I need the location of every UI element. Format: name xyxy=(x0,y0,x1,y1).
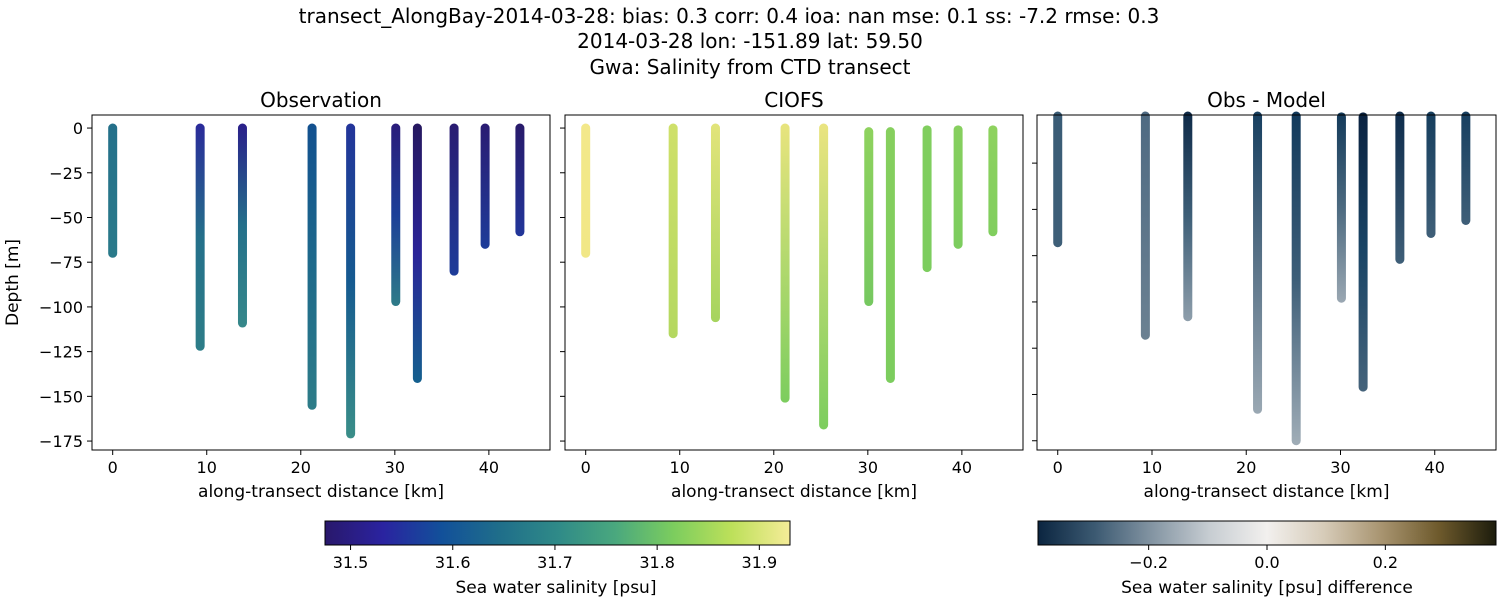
y-axis-label: Depth [m] xyxy=(3,239,23,326)
x-tick-label: 0 xyxy=(581,458,591,477)
panel-3: 0 10 20 30 40 along-transect distance [km] Obs… xyxy=(1032,88,1497,502)
x-tick-label: 30 xyxy=(385,458,405,477)
x-tick-label: 30 xyxy=(858,458,878,477)
profile-3 xyxy=(1253,111,1263,414)
x-tick-label: 40 xyxy=(1425,458,1445,477)
profile-6 xyxy=(1358,112,1368,392)
colorbar-label: Sea water salinity [psu] xyxy=(456,578,657,598)
panel-title: CIOFS xyxy=(764,88,823,112)
profile-2 xyxy=(1183,111,1193,322)
profile-3 xyxy=(780,123,790,403)
y-tick-label: −25 xyxy=(49,164,83,183)
profile-5 xyxy=(391,123,401,307)
profile-1 xyxy=(195,123,205,351)
colorbar-tick-label: 31.6 xyxy=(435,553,471,572)
y-tick-label: −50 xyxy=(49,208,83,227)
profile-0 xyxy=(581,123,591,258)
profile-9 xyxy=(1461,111,1471,225)
profile-6 xyxy=(885,127,895,383)
colorbar-tick-label: 31.9 xyxy=(742,553,778,572)
profile-7 xyxy=(1395,111,1405,264)
colorbar-tick-label: 0.0 xyxy=(1254,553,1279,572)
profile-8 xyxy=(953,125,963,249)
colorbar-tick-label: 31.7 xyxy=(537,553,573,572)
y-tick-label: −150 xyxy=(39,387,83,406)
panel-title: Obs - Model xyxy=(1207,88,1326,112)
profile-1 xyxy=(668,123,678,339)
title-line-1: transect_AlongBay-2014-03-28: bias: 0.3 … xyxy=(299,4,1160,28)
profile-2 xyxy=(710,123,720,323)
y-tick-label: −100 xyxy=(39,298,83,317)
y-tick-label: −175 xyxy=(39,432,83,451)
profile-6 xyxy=(412,123,422,383)
profile-4 xyxy=(1291,111,1301,446)
colorbar-2: −0.2 0.0 0.2 Sea water salinity [psu] diffe… xyxy=(1037,520,1497,598)
colorbar-label: Sea water salinity [psu] difference xyxy=(1121,578,1413,598)
colorbar-gradient xyxy=(1037,520,1497,546)
plot-area xyxy=(92,115,550,450)
x-tick-label: 20 xyxy=(764,458,784,477)
title-line-2: 2014-03-28 lon: -151.89 lat: 59.50 xyxy=(577,29,923,53)
axes-frame xyxy=(91,114,551,451)
x-tick-label: 30 xyxy=(1330,458,1350,477)
y-tick-label: −75 xyxy=(49,253,83,272)
profile-3 xyxy=(307,123,317,410)
profile-2 xyxy=(237,123,247,328)
plot-area xyxy=(565,115,1023,450)
colorbar-tick-label: 31.5 xyxy=(333,553,369,572)
profile-4 xyxy=(819,123,829,430)
profile-8 xyxy=(480,123,490,249)
x-tick-label: 10 xyxy=(1142,458,1162,477)
profile-0 xyxy=(108,123,118,258)
colorbar-tick-label: 31.8 xyxy=(639,553,675,572)
profile-7 xyxy=(922,125,932,273)
plot-area xyxy=(1037,115,1496,450)
profile-5 xyxy=(864,127,874,307)
x-tick-label: 10 xyxy=(670,458,690,477)
x-tick-label: 10 xyxy=(197,458,217,477)
profile-9 xyxy=(515,123,525,237)
colorbar-tick-label: −0.2 xyxy=(1129,553,1168,572)
profile-1 xyxy=(1140,111,1150,340)
x-tick-label: 20 xyxy=(291,458,311,477)
x-axis-label: along-transect distance [km] xyxy=(671,482,917,502)
profile-5 xyxy=(1336,112,1346,303)
x-tick-label: 40 xyxy=(479,458,499,477)
x-tick-label: 0 xyxy=(1053,458,1063,477)
axes-frame xyxy=(564,114,1024,451)
profile-8 xyxy=(1426,111,1436,238)
panel-title: Observation xyxy=(260,88,382,112)
x-tick-label: 0 xyxy=(108,458,118,477)
title-line-3: Gwa: Salinity from CTD transect xyxy=(590,55,911,79)
x-tick-label: 20 xyxy=(1236,458,1256,477)
colorbar-tick-label: 0.2 xyxy=(1373,553,1398,572)
y-tick-label: −125 xyxy=(39,343,83,362)
profile-0 xyxy=(1053,111,1063,248)
panel-2: 0 10 20 30 40 along-transect distance [km] CIO… xyxy=(560,88,1024,502)
profile-4 xyxy=(346,123,356,439)
colorbar-gradient xyxy=(324,520,791,546)
x-tick-label: 40 xyxy=(952,458,972,477)
panel-1: 0 10 20 30 40 along-transect distance [km] Obs… xyxy=(3,88,551,502)
profile-7 xyxy=(449,123,459,276)
axes-frame xyxy=(1036,114,1497,451)
profile-9 xyxy=(988,125,998,237)
x-axis-label: along-transect distance [km] xyxy=(1144,482,1390,502)
colorbar-1: 31.5 31.6 31.7 31.8 31.9 Sea water salinity [… xyxy=(324,520,791,598)
y-tick-label: 0 xyxy=(73,119,83,138)
x-axis-label: along-transect distance [km] xyxy=(198,482,444,502)
